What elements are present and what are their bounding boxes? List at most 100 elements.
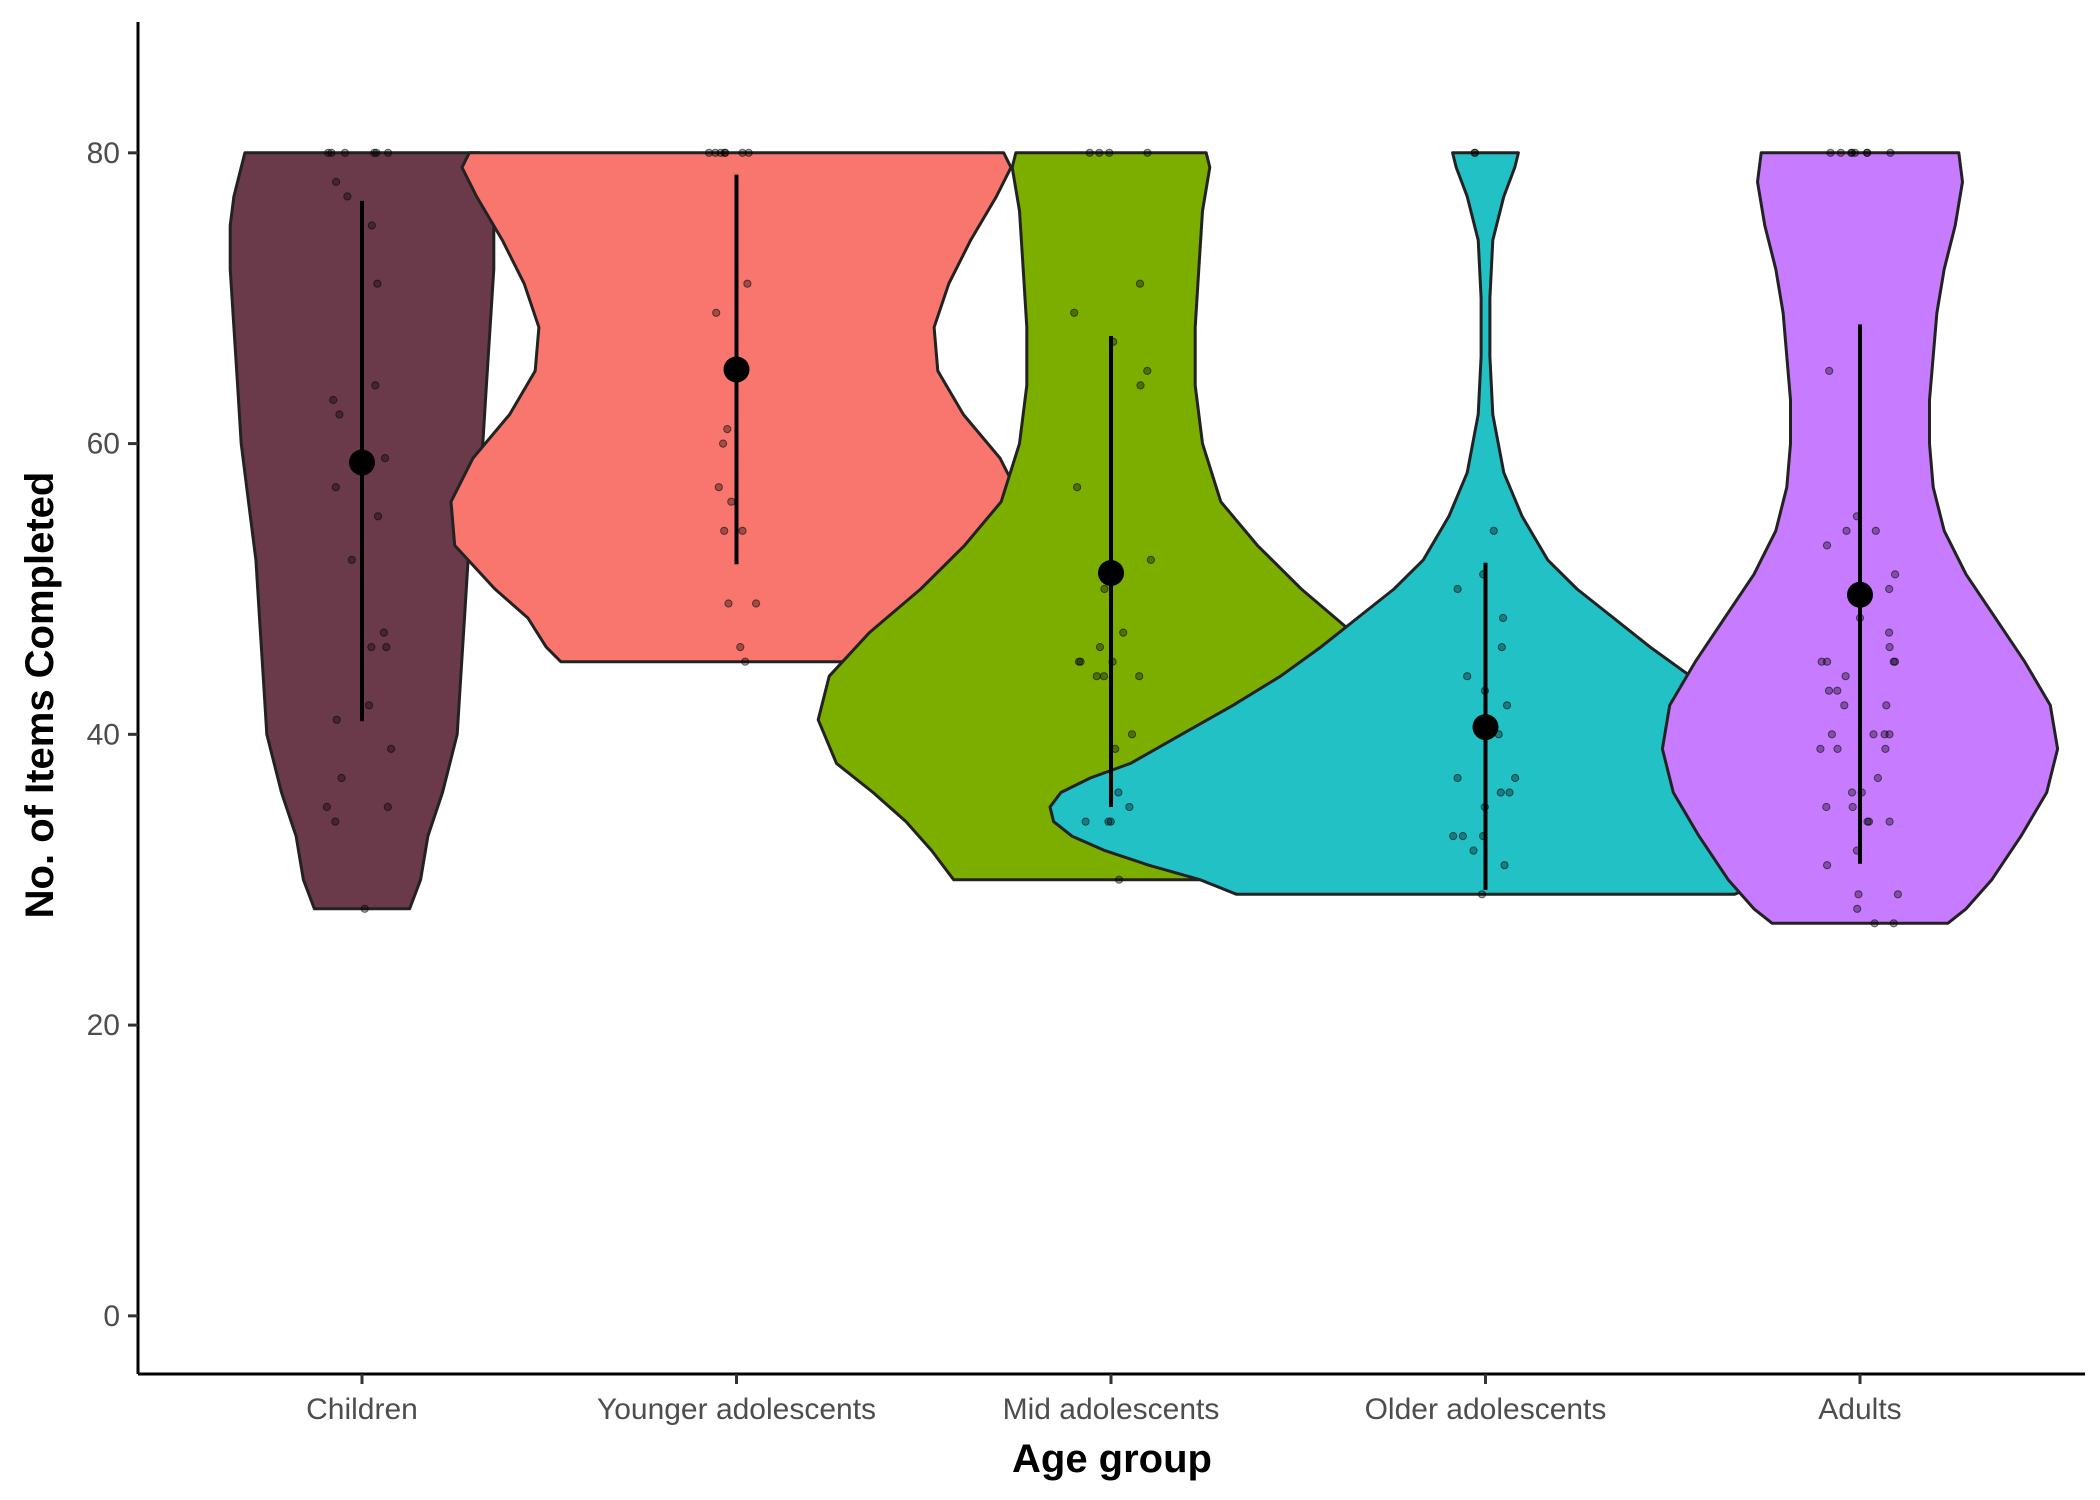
- data-point-mid-adolescents-25: [1081, 817, 1090, 826]
- data-point-adults-44: [1893, 890, 1903, 899]
- mean-point-children: [349, 449, 375, 476]
- data-point-younger-adolescents-7: [743, 279, 752, 288]
- data-point-children-19: [367, 643, 376, 652]
- data-point-adults-38: [1822, 802, 1831, 812]
- data-point-adults-34: [1873, 773, 1883, 783]
- data-point-older-adolescents-17: [1449, 832, 1458, 841]
- data-point-children-27: [360, 904, 369, 913]
- data-point-adults-47: [1889, 919, 1898, 928]
- data-point-adults-1: [1826, 148, 1835, 157]
- data-point-mid-adolescents-11: [1100, 584, 1109, 594]
- data-point-older-adolescents-5: [1499, 613, 1508, 623]
- data-point-older-adolescents-22: [1477, 890, 1487, 899]
- x-tick-label-adults: Adults: [1818, 1393, 1901, 1426]
- data-point-adults-33: [1881, 744, 1890, 754]
- data-point-children-3: [327, 148, 336, 157]
- data-point-older-adolescents-15: [1505, 788, 1514, 797]
- data-point-adults-10: [1842, 526, 1851, 535]
- data-point-adults-12: [1822, 541, 1832, 550]
- data-point-mid-adolescents-4: [1135, 279, 1145, 288]
- data-point-children-18: [382, 643, 391, 652]
- data-point-adults-22: [1841, 672, 1850, 681]
- data-point-children-7: [343, 192, 352, 201]
- data-point-children-26: [331, 817, 340, 826]
- data-point-older-adolescents-13: [1453, 773, 1462, 783]
- data-point-mid-adolescents-5: [1070, 308, 1079, 317]
- data-point-mid-adolescents-1: [1105, 148, 1114, 157]
- data-point-adults-16: [1885, 628, 1894, 637]
- data-point-adults-17: [1885, 643, 1894, 652]
- data-point-children-11: [329, 395, 338, 405]
- x-tick-label-mid-adolescents: Mid adolescents: [1003, 1393, 1220, 1426]
- data-point-adults-31: [1816, 744, 1825, 754]
- data-point-adults-30: [1827, 730, 1837, 739]
- data-point-adults-2: [1836, 148, 1845, 157]
- data-point-mid-adolescents-17: [1092, 672, 1101, 681]
- data-point-adults-11: [1871, 526, 1880, 535]
- data-point-mid-adolescents-13: [1095, 643, 1105, 652]
- data-point-mid-adolescents-26: [1106, 817, 1115, 826]
- data-point-adults-6: [1886, 148, 1895, 157]
- mean-point-younger-adolescents: [723, 356, 750, 383]
- data-point-mid-adolescents-24: [1104, 817, 1113, 826]
- data-point-younger-adolescents-14: [720, 526, 729, 535]
- data-point-younger-adolescents-4: [738, 148, 747, 157]
- data-point-mid-adolescents-8: [1136, 381, 1145, 390]
- data-point-younger-adolescents-15: [724, 599, 733, 608]
- data-point-children-15: [373, 512, 383, 521]
- y-tick-label-80: 80: [87, 137, 120, 170]
- data-point-mid-adolescents-2: [1143, 148, 1152, 157]
- data-point-younger-adolescents-11: [714, 483, 723, 492]
- axes-layer: 0 20 40 60 80 Children Younger adolescents Mid …: [87, 22, 2085, 1426]
- data-point-children-22: [387, 744, 396, 754]
- data-point-younger-adolescents-0: [704, 148, 714, 157]
- data-point-younger-adolescents-17: [736, 643, 745, 652]
- data-point-mid-adolescents-20: [1127, 730, 1137, 739]
- data-point-younger-adolescents-3: [711, 148, 720, 157]
- data-point-mid-adolescents-22: [1114, 788, 1123, 797]
- x-tick-label-children: Children: [306, 1393, 418, 1426]
- data-point-adults-29: [1885, 730, 1894, 739]
- data-point-older-adolescents-9: [1502, 701, 1512, 710]
- data-point-older-adolescents-4: [1453, 584, 1462, 594]
- data-point-adults-45: [1854, 890, 1863, 899]
- data-point-adults-13: [1891, 570, 1900, 579]
- data-point-older-adolescents-12: [1511, 773, 1520, 783]
- mean-point-mid-adolescents: [1098, 559, 1124, 586]
- y-axis-title: No. of Items Completed: [18, 472, 62, 919]
- data-point-adults-19: [1823, 657, 1832, 666]
- data-point-adults-21: [1889, 657, 1898, 666]
- data-point-younger-adolescents-18: [741, 657, 750, 666]
- data-point-mid-adolescents-18: [1099, 672, 1109, 681]
- data-point-children-17: [379, 628, 388, 637]
- y-tick-label-40: 40: [87, 718, 120, 751]
- data-point-adults-46: [1853, 904, 1862, 913]
- data-point-children-1: [384, 148, 393, 157]
- y-tick-label-20: 20: [87, 1009, 120, 1042]
- data-point-older-adolescents-7: [1463, 672, 1472, 681]
- data-point-adults-7: [1863, 148, 1872, 157]
- data-point-mid-adolescents-3: [1095, 148, 1104, 157]
- data-point-mid-adolescents-0: [1085, 148, 1094, 157]
- data-point-children-23: [337, 773, 346, 783]
- data-point-mid-adolescents-9: [1073, 483, 1082, 492]
- data-point-younger-adolescents-12: [727, 497, 736, 506]
- data-point-children-8: [367, 221, 376, 230]
- data-point-mid-adolescents-19: [1135, 672, 1144, 681]
- y-tick-label-0: 0: [103, 1300, 120, 1333]
- data-point-older-adolescents-21: [1500, 861, 1509, 870]
- data-point-younger-adolescents-13: [738, 526, 747, 535]
- summary-layer: [349, 174, 1873, 890]
- mean-point-adults: [1847, 581, 1873, 608]
- data-point-older-adolescents-14: [1496, 788, 1505, 797]
- data-point-children-16: [347, 555, 356, 565]
- x-tick-label-younger-adolescents: Younger adolescents: [597, 1393, 876, 1426]
- data-point-mid-adolescents-12: [1119, 628, 1128, 637]
- data-point-children-12: [335, 410, 344, 419]
- data-point-older-adolescents-20: [1469, 846, 1478, 855]
- data-point-adults-25: [1840, 701, 1849, 710]
- data-point-adults-5: [1847, 148, 1857, 157]
- data-point-younger-adolescents-6: [720, 148, 729, 157]
- data-point-adults-23: [1833, 686, 1842, 695]
- x-tick-label-older-adolescents: Older adolescents: [1365, 1393, 1607, 1426]
